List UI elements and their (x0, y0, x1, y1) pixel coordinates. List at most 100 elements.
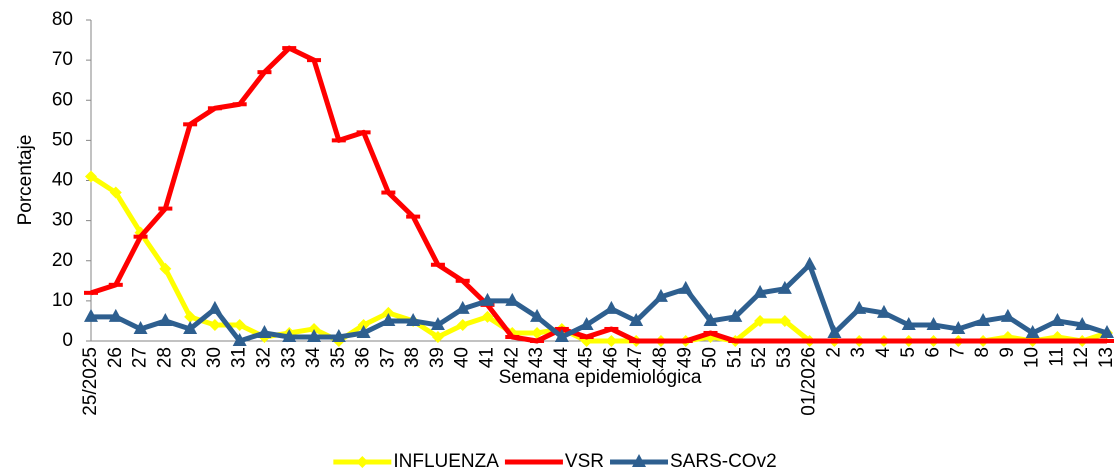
marker (852, 300, 867, 314)
marker (356, 130, 371, 135)
marker (901, 316, 916, 330)
marker (85, 170, 97, 183)
marker (653, 288, 668, 302)
marker (605, 335, 618, 347)
x-tick-label: 2 (823, 347, 844, 358)
x-tick-label: 25/2025 (80, 347, 101, 416)
x-tick-label: 49 (675, 347, 696, 368)
marker (827, 324, 842, 338)
marker (629, 312, 644, 326)
marker (455, 300, 470, 314)
marker (554, 326, 569, 331)
marker (1025, 339, 1040, 343)
marker (901, 339, 916, 343)
marker (430, 316, 445, 330)
marker (108, 282, 123, 287)
marker (455, 278, 470, 283)
x-tick-label: 50 (700, 347, 721, 368)
marker (852, 339, 867, 343)
marker (777, 339, 792, 343)
x-tick-label: 01/2026 (799, 347, 820, 416)
series (85, 170, 1113, 347)
marker (158, 206, 173, 211)
x-tick-label: 28 (154, 347, 175, 368)
x-tick-label: 45 (576, 347, 597, 368)
marker (530, 339, 545, 343)
marker (778, 314, 791, 327)
x-tick-label: 33 (278, 347, 299, 368)
marker (777, 280, 792, 294)
marker (406, 214, 421, 219)
y-tick-label: 40 (52, 170, 73, 191)
marker (1100, 324, 1114, 338)
marker (754, 314, 767, 327)
marker (84, 290, 98, 295)
legend-label: INFLUENZA (393, 451, 499, 472)
marker (951, 339, 966, 343)
x-tick-label: 8 (972, 347, 993, 358)
marker (381, 190, 396, 195)
x-tick-label: 42 (501, 347, 522, 368)
y-axis-title: Porcentaje (15, 135, 36, 226)
marker (753, 339, 768, 343)
marker (207, 300, 222, 314)
marker (505, 334, 520, 339)
x-tick-label: 35 (328, 347, 349, 368)
marker (526, 460, 541, 464)
marker (257, 324, 272, 338)
marker (307, 58, 322, 63)
x-tick-label: 30 (204, 347, 225, 368)
marker (480, 292, 495, 306)
marker (1075, 316, 1090, 330)
marker (84, 308, 98, 322)
marker (530, 308, 545, 322)
marker (1050, 339, 1065, 343)
x-tick-label: 7 (947, 347, 968, 358)
marker (1000, 339, 1015, 343)
x-tick-label: 3 (848, 347, 869, 358)
x-tick-label: 12 (1071, 347, 1092, 368)
marker (232, 333, 247, 346)
marker (207, 106, 222, 111)
y-tick-label: 0 (62, 330, 73, 351)
x-tick-label: 9 (997, 347, 1018, 358)
marker (430, 262, 445, 267)
x-tick-label: 31 (229, 347, 250, 368)
marker (728, 308, 743, 322)
x-tick-label: 40 (452, 347, 473, 368)
marker (331, 138, 346, 143)
marker (976, 312, 991, 326)
series (84, 256, 1114, 346)
marker (678, 280, 693, 294)
marker (108, 308, 123, 322)
x-tick-label: 5 (898, 347, 919, 358)
series (84, 45, 1114, 344)
x-tick-label: 26 (105, 347, 126, 368)
marker (505, 292, 520, 306)
x-tick-label: 46 (600, 347, 621, 368)
marker (233, 318, 246, 331)
legend: INFLUENZA VSR SARS-COv2 (333, 451, 777, 472)
marker (604, 300, 619, 314)
marker (331, 328, 346, 342)
marker (876, 304, 891, 318)
marker (356, 324, 371, 338)
marker (629, 339, 644, 343)
marker (976, 339, 991, 343)
x-tick-label: 4 (873, 347, 894, 358)
marker (1075, 339, 1090, 343)
marker (481, 310, 494, 323)
legend-label: VSR (565, 451, 604, 472)
marker (158, 312, 173, 326)
marker (728, 339, 743, 343)
x-tick-label: 41 (477, 347, 498, 368)
marker (802, 339, 817, 343)
marker (381, 312, 396, 326)
x-tick-label: 53 (774, 347, 795, 368)
x-tick-label: 38 (402, 347, 423, 368)
marker (1025, 324, 1040, 338)
legend-label: SARS-COv2 (670, 451, 777, 472)
marker (133, 234, 148, 239)
marker (876, 339, 891, 343)
marker (257, 70, 272, 75)
